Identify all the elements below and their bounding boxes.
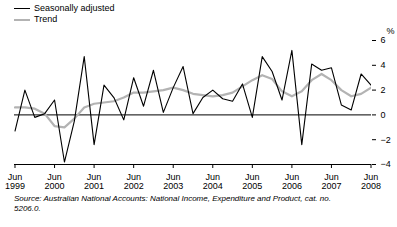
svg-text:%: %: [386, 26, 394, 36]
svg-text:2: 2: [381, 85, 386, 95]
svg-text:−2: −2: [381, 135, 391, 145]
svg-text:−4: −4: [381, 159, 391, 169]
svg-text:Jun1999: Jun1999: [5, 172, 25, 191]
svg-text:4: 4: [381, 60, 386, 70]
svg-text:0: 0: [381, 110, 386, 120]
svg-text:Jun2005: Jun2005: [242, 172, 262, 191]
html-text:Source: Australian National Ac: Source: Australian National Accounts: Na…: [14, 194, 331, 213]
svg-text:Jun2001: Jun2001: [84, 172, 104, 191]
svg-text:Jun2008: Jun2008: [361, 172, 381, 191]
svg-text:Jun2003: Jun2003: [163, 172, 183, 191]
html-text:Seasonally adjusted: Seasonally adjusted: [34, 3, 115, 13]
svg-text:Jun2000: Jun2000: [45, 172, 65, 191]
html-text:Trend: Trend: [34, 14, 58, 24]
svg-text:Jun2004: Jun2004: [203, 172, 223, 191]
svg-text:Jun2007: Jun2007: [321, 172, 341, 191]
svg-text:Jun2002: Jun2002: [124, 172, 144, 191]
svg-text:Jun2006: Jun2006: [282, 172, 302, 191]
svg-text:6: 6: [381, 35, 386, 45]
